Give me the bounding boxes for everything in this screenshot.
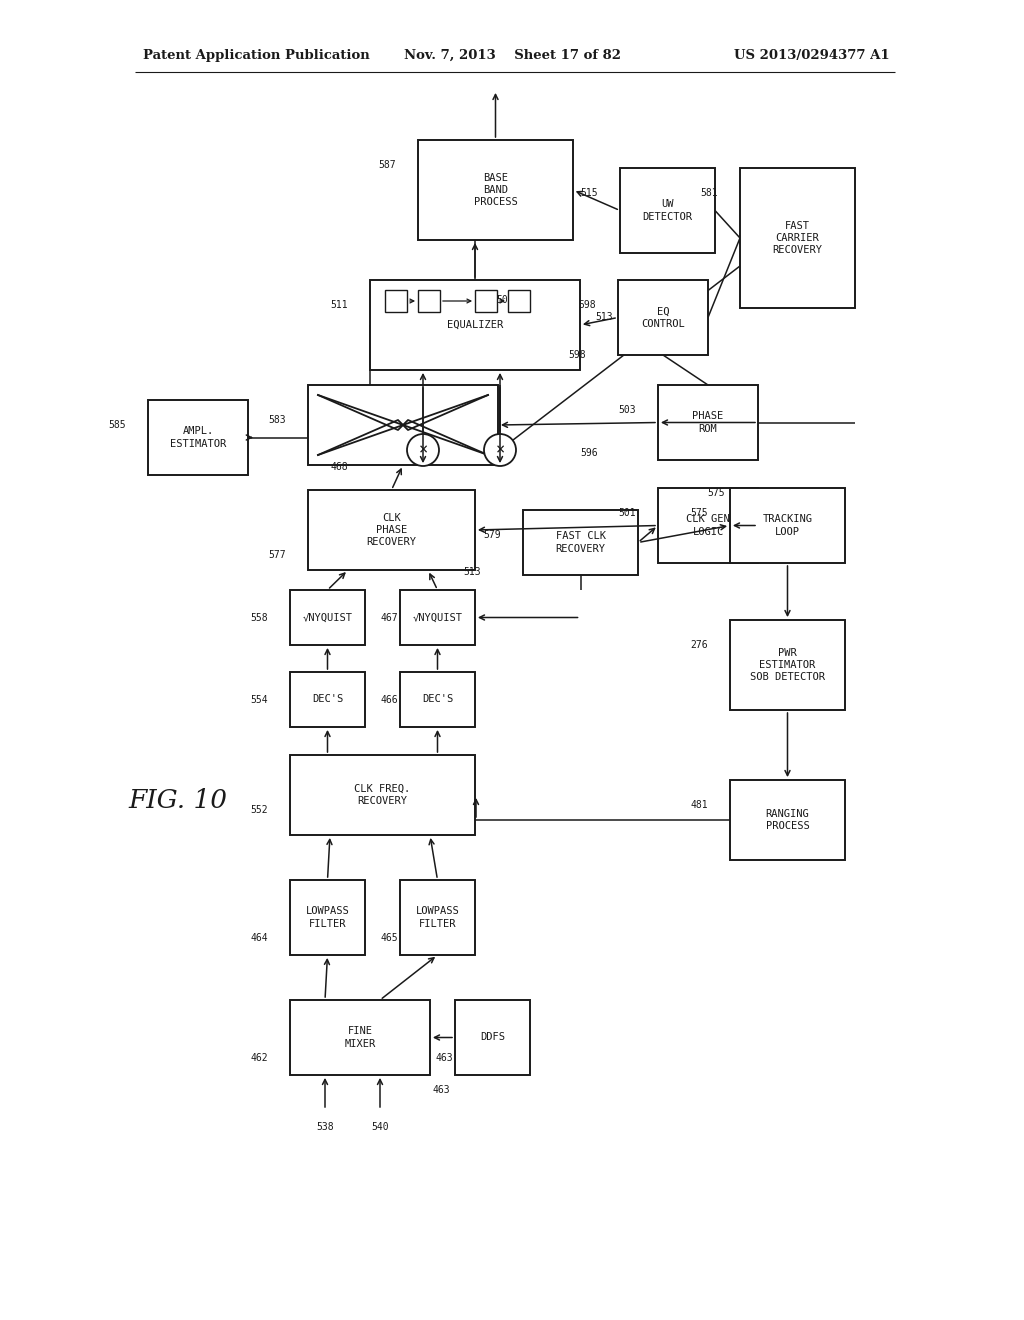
Text: 554: 554 <box>251 696 268 705</box>
Text: 481: 481 <box>690 800 708 810</box>
Circle shape <box>407 434 439 466</box>
Text: 515: 515 <box>581 187 598 198</box>
Text: 575: 575 <box>690 508 708 517</box>
Bar <box>290 755 475 836</box>
Text: ×: × <box>419 442 428 458</box>
Bar <box>400 590 475 645</box>
Text: 276: 276 <box>690 640 708 649</box>
Bar <box>148 400 248 475</box>
Bar <box>730 620 845 710</box>
Bar <box>385 290 407 312</box>
Bar <box>418 140 573 240</box>
Text: EQUALIZER: EQUALIZER <box>446 319 503 330</box>
Bar <box>290 590 365 645</box>
Text: 585: 585 <box>109 420 126 430</box>
Text: 575: 575 <box>708 488 725 498</box>
Text: AMPL.
ESTIMATOR: AMPL. ESTIMATOR <box>170 426 226 449</box>
Text: 540: 540 <box>371 1122 389 1133</box>
Bar <box>370 280 580 370</box>
Circle shape <box>484 434 516 466</box>
Text: 513: 513 <box>463 568 480 577</box>
Bar <box>508 290 530 312</box>
Text: DEC'S: DEC'S <box>312 694 343 705</box>
Text: PWR
ESTIMATOR
SOB DETECTOR: PWR ESTIMATOR SOB DETECTOR <box>750 648 825 682</box>
Text: 513: 513 <box>595 313 613 322</box>
Text: 468: 468 <box>331 462 348 473</box>
Text: CLK FREQ.
RECOVERY: CLK FREQ. RECOVERY <box>354 784 411 807</box>
Bar <box>523 510 638 576</box>
Text: Patent Application Publication: Patent Application Publication <box>143 49 370 62</box>
Text: 552: 552 <box>251 805 268 814</box>
Text: CLK GEN
LOGIC: CLK GEN LOGIC <box>686 515 730 537</box>
Text: 558: 558 <box>251 612 268 623</box>
Text: 579: 579 <box>483 531 501 540</box>
Text: 466: 466 <box>380 696 398 705</box>
Bar <box>418 290 440 312</box>
Text: 503: 503 <box>618 405 636 414</box>
Text: ×: × <box>496 442 505 458</box>
Text: 538: 538 <box>316 1122 334 1133</box>
Text: √NYQUIST: √NYQUIST <box>413 612 463 623</box>
Text: 509: 509 <box>496 294 514 305</box>
Text: LOWPASS
FILTER: LOWPASS FILTER <box>416 907 460 929</box>
Text: RANGING
PROCESS: RANGING PROCESS <box>766 809 809 832</box>
Bar <box>475 290 497 312</box>
Bar <box>290 672 365 727</box>
Text: FAST
CARRIER
RECOVERY: FAST CARRIER RECOVERY <box>772 220 822 255</box>
Text: DEC'S: DEC'S <box>422 694 454 705</box>
Text: 511: 511 <box>331 300 348 310</box>
Bar <box>620 168 715 253</box>
Text: 462: 462 <box>251 1053 268 1063</box>
Text: 577: 577 <box>268 550 286 560</box>
Text: 587: 587 <box>379 160 396 170</box>
Bar <box>730 780 845 861</box>
Bar <box>290 1001 430 1074</box>
Text: 596: 596 <box>581 447 598 458</box>
Text: FAST CLK
RECOVERY: FAST CLK RECOVERY <box>555 531 605 553</box>
Text: 581: 581 <box>700 187 718 198</box>
Text: DDFS: DDFS <box>480 1032 505 1043</box>
Text: UW
DETECTOR: UW DETECTOR <box>642 199 692 222</box>
Text: EQ
CONTROL: EQ CONTROL <box>641 306 685 329</box>
Text: FIG. 10: FIG. 10 <box>128 788 227 813</box>
Text: CLK
PHASE
RECOVERY: CLK PHASE RECOVERY <box>367 512 417 548</box>
Bar <box>400 880 475 954</box>
Bar <box>730 488 845 564</box>
Bar <box>740 168 855 308</box>
Text: PHASE
ROM: PHASE ROM <box>692 412 724 434</box>
Text: 465: 465 <box>380 933 398 942</box>
Bar <box>658 488 758 564</box>
Bar <box>308 490 475 570</box>
Text: √NYQUIST: √NYQUIST <box>302 612 352 623</box>
Text: LOWPASS
FILTER: LOWPASS FILTER <box>305 907 349 929</box>
Text: TRACKING
LOOP: TRACKING LOOP <box>763 515 812 537</box>
Text: 598: 598 <box>568 350 586 360</box>
Text: 583: 583 <box>268 414 286 425</box>
Text: 467: 467 <box>380 612 398 623</box>
Bar <box>400 672 475 727</box>
Text: 463: 463 <box>435 1053 453 1063</box>
Text: 463: 463 <box>432 1085 450 1096</box>
Bar <box>658 385 758 459</box>
Text: 501: 501 <box>618 508 636 517</box>
Text: FINE
MIXER: FINE MIXER <box>344 1027 376 1048</box>
Bar <box>308 385 498 465</box>
Text: BASE
BAND
PROCESS: BASE BAND PROCESS <box>474 173 517 207</box>
Text: US 2013/0294377 A1: US 2013/0294377 A1 <box>734 49 890 62</box>
Text: 598: 598 <box>579 300 596 310</box>
Bar <box>290 880 365 954</box>
Bar <box>455 1001 530 1074</box>
Text: 464: 464 <box>251 933 268 942</box>
Bar <box>618 280 708 355</box>
Text: Nov. 7, 2013    Sheet 17 of 82: Nov. 7, 2013 Sheet 17 of 82 <box>403 49 621 62</box>
